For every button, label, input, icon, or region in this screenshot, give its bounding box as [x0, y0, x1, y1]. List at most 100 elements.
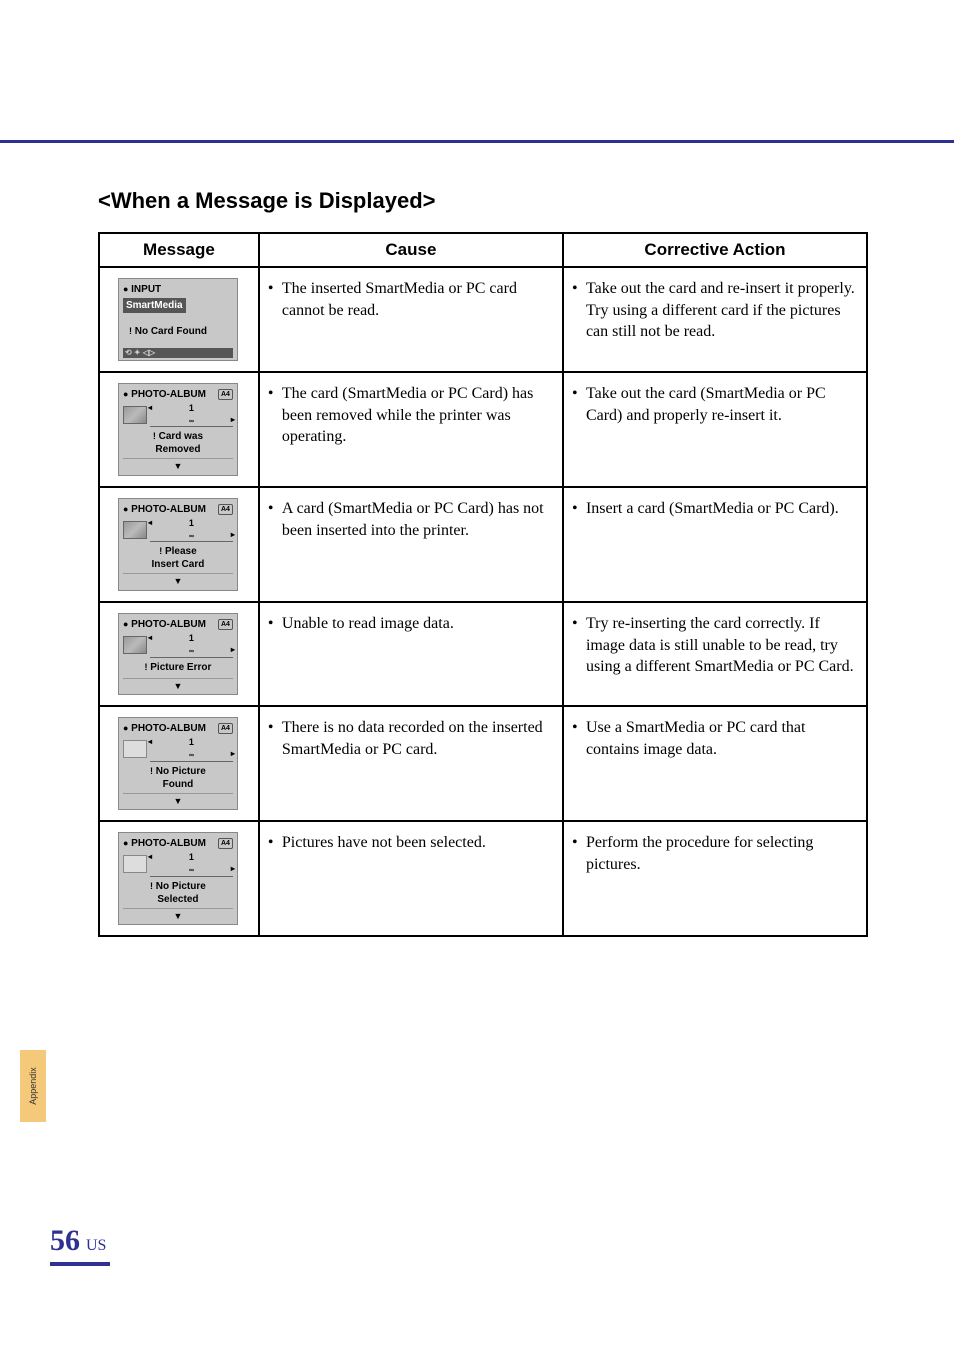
cause-text: Pictures have not been selected. [282, 832, 552, 854]
lcd-screen: ● PHOTO-ALBUM A4 1∞ ! Please Insert Card… [118, 498, 238, 591]
lcd-thumbnail [123, 636, 147, 654]
action-cell: •Take out the card (SmartMedia or PC Car… [563, 372, 867, 487]
lcd-counter: 1∞ [150, 737, 233, 761]
lcd-title: ● PHOTO-ALBUM [123, 503, 206, 516]
cause-cell: •Pictures have not been selected. [259, 821, 563, 936]
lcd-screen: ● PHOTO-ALBUM A4 1∞ ! Card was Removed ▼ [118, 383, 238, 476]
lcd-screen: ● PHOTO-ALBUM A4 1∞ ! No Picture Found ▼ [118, 717, 238, 810]
table-header-row: Message Cause Corrective Action [99, 233, 867, 267]
bullet-icon: • [572, 278, 586, 343]
cause-text: The inserted SmartMedia or PC card canno… [282, 278, 552, 321]
cause-text: There is no data recorded on the inserte… [282, 717, 552, 760]
lcd-title-row: ● PHOTO-ALBUM A4 [123, 388, 233, 401]
message-cell: ● PHOTO-ALBUM A4 1∞ ! Picture Error ▼ [99, 602, 259, 706]
action-text: Use a SmartMedia or PC card that contain… [586, 717, 856, 760]
bullet-icon: • [268, 278, 282, 321]
bullet-item: •Unable to read image data. [268, 613, 552, 635]
cause-cell: •A card (SmartMedia or PC Card) has not … [259, 487, 563, 602]
table-row: ● INPUT SmartMedia ! No Card Found ⟲ ✦ ◁… [99, 267, 867, 372]
cause-cell: •Unable to read image data. [259, 602, 563, 706]
lcd-line2: Found [123, 778, 233, 791]
action-cell: •Take out the card and re-insert it prop… [563, 267, 867, 372]
lcd-title-row: ● PHOTO-ALBUM A4 [123, 503, 233, 516]
cause-cell: •The card (SmartMedia or PC Card) has be… [259, 372, 563, 487]
action-cell: •Perform the procedure for selecting pic… [563, 821, 867, 936]
bullet-icon: • [268, 498, 282, 541]
table-row: ● PHOTO-ALBUM A4 1∞ ! No Picture Found ▼… [99, 706, 867, 821]
lcd-title: ● PHOTO-ALBUM [123, 388, 206, 401]
bullet-item: •A card (SmartMedia or PC Card) has not … [268, 498, 552, 541]
down-arrow-icon: ▼ [123, 911, 233, 923]
lcd-thumbnail-empty [123, 740, 147, 758]
down-arrow-icon: ▼ [123, 681, 233, 693]
lcd-warning: ! Picture Error [123, 661, 233, 674]
page-footer: 56 US [50, 1224, 106, 1258]
section-title: <When a Message is Displayed> [98, 188, 868, 214]
action-text: Take out the card (SmartMedia or PC Card… [586, 383, 856, 426]
cause-cell: •There is no data recorded on the insert… [259, 706, 563, 821]
bullet-item: •Perform the procedure for selecting pic… [572, 832, 856, 875]
bullet-icon: • [572, 383, 586, 426]
action-cell: •Try re-inserting the card correctly. If… [563, 602, 867, 706]
col-header-cause: Cause [259, 233, 563, 267]
lcd-thumbnail [123, 406, 147, 424]
a4-badge: A4 [218, 838, 233, 849]
lcd-title: ● PHOTO-ALBUM [123, 837, 206, 850]
lcd-title: ● PHOTO-ALBUM [123, 722, 206, 735]
action-text: Try re-inserting the card correctly. If … [586, 613, 856, 678]
lcd-counter: 1∞ [150, 633, 233, 657]
lcd-warning: ! No Card Found [123, 325, 233, 338]
bullet-icon: • [268, 717, 282, 760]
header-rule [0, 140, 954, 143]
lcd-counter: 1∞ [150, 852, 233, 876]
bullet-item: •Insert a card (SmartMedia or PC Card). [572, 498, 856, 520]
lcd-divider [123, 908, 233, 909]
message-cell: ● PHOTO-ALBUM A4 1∞ ! No Picture Selecte… [99, 821, 259, 936]
lcd-title-row: ● PHOTO-ALBUM A4 [123, 722, 233, 735]
table-row: ● PHOTO-ALBUM A4 1∞ ! No Picture Selecte… [99, 821, 867, 936]
lcd-thumbnail [123, 521, 147, 539]
a4-badge: A4 [218, 389, 233, 400]
lcd-preview-row: 1∞ [123, 518, 233, 542]
bullet-icon: • [572, 717, 586, 760]
lcd-highlight: SmartMedia [123, 298, 186, 313]
lcd-counter: 1∞ [150, 403, 233, 427]
lcd-warning: ! No Picture [123, 765, 233, 778]
bullet-item: •Take out the card (SmartMedia or PC Car… [572, 383, 856, 426]
lcd-warning: ! No Picture [123, 880, 233, 893]
lcd-title: ● PHOTO-ALBUM [123, 618, 206, 631]
action-cell: •Use a SmartMedia or PC card that contai… [563, 706, 867, 821]
lcd-line2: Selected [123, 893, 233, 906]
bullet-item: •The card (SmartMedia or PC Card) has be… [268, 383, 552, 448]
message-cell: ● PHOTO-ALBUM A4 1∞ ! Card was Removed ▼ [99, 372, 259, 487]
cause-text: Unable to read image data. [282, 613, 552, 635]
page-region: US [86, 1237, 106, 1255]
cause-text: The card (SmartMedia or PC Card) has bee… [282, 383, 552, 448]
footer-rule [50, 1262, 110, 1266]
a4-badge: A4 [218, 504, 233, 515]
message-cell: ● INPUT SmartMedia ! No Card Found ⟲ ✦ ◁… [99, 267, 259, 372]
action-cell: •Insert a card (SmartMedia or PC Card). [563, 487, 867, 602]
table-row: ● PHOTO-ALBUM A4 1∞ ! Please Insert Card… [99, 487, 867, 602]
content-area: <When a Message is Displayed> Message Ca… [98, 188, 868, 937]
lcd-preview-row: 1∞ [123, 403, 233, 427]
lcd-screen: ● INPUT SmartMedia ! No Card Found ⟲ ✦ ◁… [118, 278, 238, 361]
down-arrow-icon: ▼ [123, 576, 233, 588]
bullet-icon: • [572, 613, 586, 678]
action-text: Insert a card (SmartMedia or PC Card). [586, 498, 856, 520]
lcd-divider [123, 793, 233, 794]
lcd-line2: Insert Card [123, 558, 233, 571]
bullet-item: •Try re-inserting the card correctly. If… [572, 613, 856, 678]
table-row: ● PHOTO-ALBUM A4 1∞ ! Picture Error ▼ •U… [99, 602, 867, 706]
lcd-counter: 1∞ [150, 518, 233, 542]
bullet-item: •Use a SmartMedia or PC card that contai… [572, 717, 856, 760]
lcd-thumbnail-empty [123, 855, 147, 873]
lcd-title: ● INPUT [123, 283, 233, 296]
bullet-item: •The inserted SmartMedia or PC card cann… [268, 278, 552, 321]
cause-cell: •The inserted SmartMedia or PC card cann… [259, 267, 563, 372]
page-number: 56 [50, 1224, 80, 1258]
cause-text: A card (SmartMedia or PC Card) has not b… [282, 498, 552, 541]
message-cell: ● PHOTO-ALBUM A4 1∞ ! No Picture Found ▼ [99, 706, 259, 821]
lcd-preview-row: 1∞ [123, 737, 233, 761]
bullet-icon: • [572, 832, 586, 875]
